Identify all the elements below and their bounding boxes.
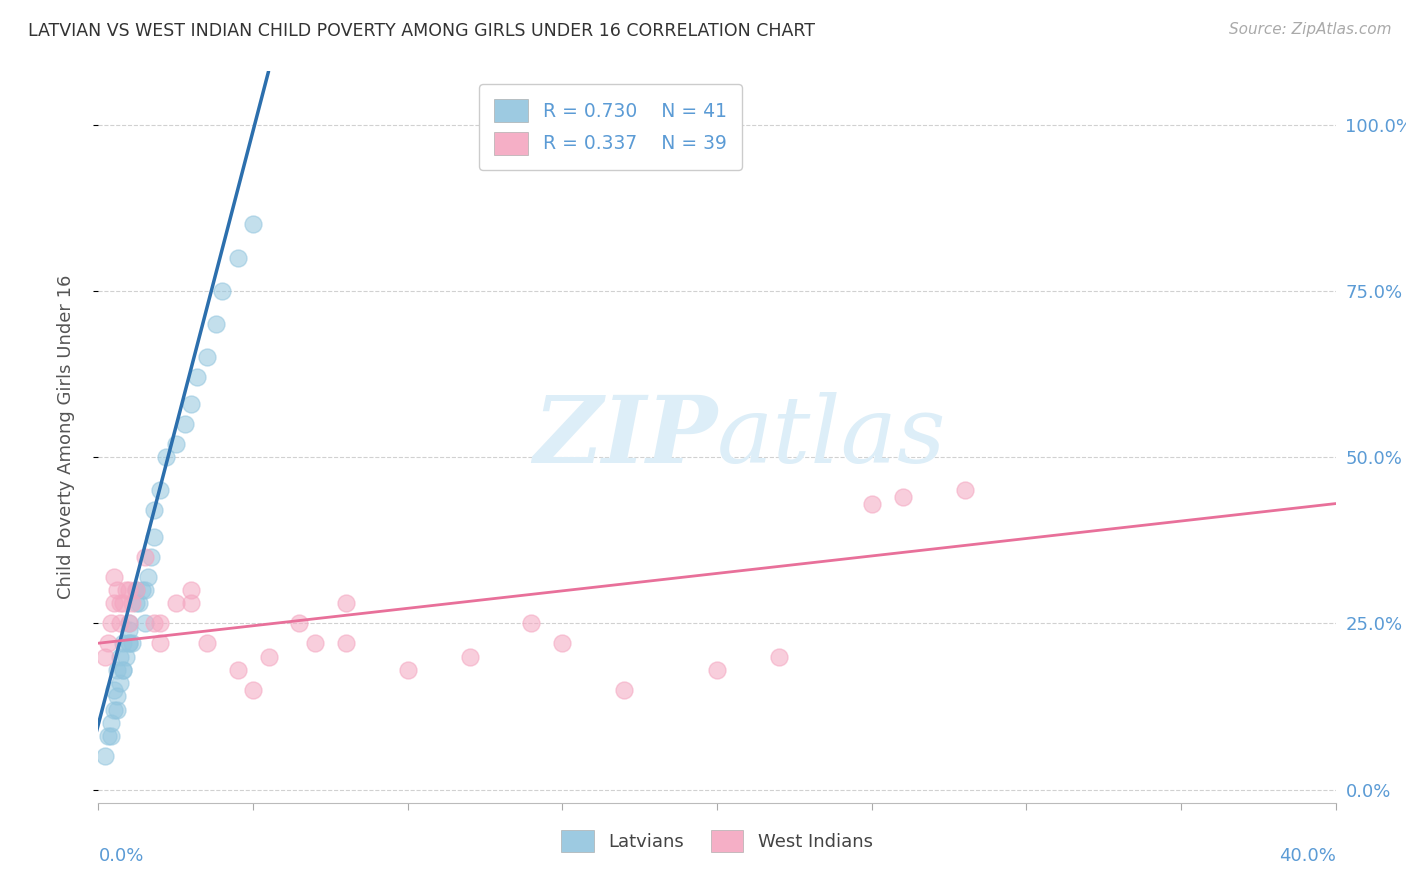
Point [124,596,146,610]
Point [134,549,156,564]
Text: atlas: atlas [717,392,946,482]
Point [186,370,208,384]
Y-axis label: Child Poverty Among Girls Under 16: Child Poverty Among Girls Under 16 [56,275,75,599]
Point [108,596,131,610]
Text: 40.0%: 40.0% [1279,847,1336,864]
Point [226,251,249,265]
Point [143,530,166,544]
Point [108,616,131,631]
Point [226,663,249,677]
Point [174,417,197,431]
Point [118,616,141,631]
Point [211,284,233,298]
Point [195,351,218,365]
Point [149,636,172,650]
Point [458,649,481,664]
Point [288,616,311,631]
Point [165,436,187,450]
Point [891,490,914,504]
Point [149,483,172,498]
Point [112,663,135,677]
Point [180,582,202,597]
Point [118,623,141,637]
Point [242,217,264,231]
Point [136,570,159,584]
Point [112,596,135,610]
Point [103,682,125,697]
Text: LATVIAN VS WEST INDIAN CHILD POVERTY AMONG GIRLS UNDER 16 CORRELATION CHART: LATVIAN VS WEST INDIAN CHILD POVERTY AMO… [28,22,815,40]
Point [108,649,131,664]
Point [551,636,574,650]
Point [768,649,790,664]
Point [115,649,138,664]
Point [520,616,543,631]
Point [143,503,166,517]
Point [953,483,976,498]
Point [93,749,115,764]
Point [97,636,120,650]
Point [108,676,131,690]
Point [257,649,280,664]
Point [180,596,202,610]
Legend: Latvians, West Indians: Latvians, West Indians [547,816,887,867]
Point [128,596,150,610]
Point [706,663,728,677]
Point [118,582,141,597]
Point [134,582,156,597]
Point [396,663,419,677]
Point [195,636,218,650]
Point [105,663,128,677]
Point [121,596,143,610]
Point [100,716,122,731]
Text: Source: ZipAtlas.com: Source: ZipAtlas.com [1229,22,1392,37]
Point [118,636,141,650]
Point [131,582,153,597]
Point [103,596,125,610]
Point [134,616,156,631]
Point [139,549,162,564]
Point [112,636,135,650]
Point [180,397,202,411]
Text: 0.0%: 0.0% [98,847,143,864]
Point [97,729,120,743]
Point [335,596,357,610]
Point [100,729,122,743]
Point [242,682,264,697]
Point [103,570,125,584]
Point [205,317,228,331]
Text: ZIP: ZIP [533,392,717,482]
Point [860,497,883,511]
Point [115,582,138,597]
Point [100,616,122,631]
Point [105,690,128,704]
Point [143,616,166,631]
Point [93,649,115,664]
Point [335,636,357,650]
Point [118,636,141,650]
Point [118,616,141,631]
Point [304,636,326,650]
Point [105,703,128,717]
Point [112,663,135,677]
Point [124,582,146,597]
Point [613,682,636,697]
Point [155,450,177,464]
Point [149,616,172,631]
Point [103,703,125,717]
Point [105,582,128,597]
Point [124,582,146,597]
Point [121,636,143,650]
Point [165,596,187,610]
